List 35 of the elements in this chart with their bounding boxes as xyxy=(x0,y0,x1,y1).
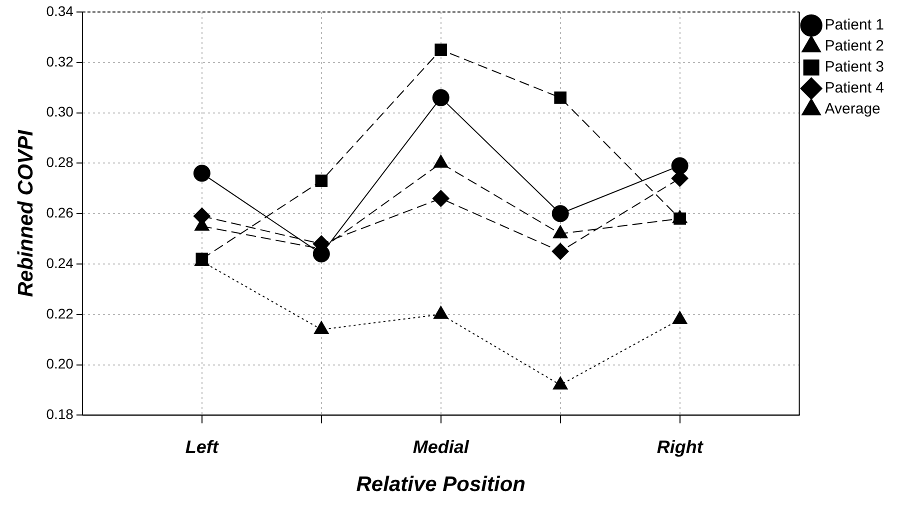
point xyxy=(434,44,448,56)
point xyxy=(554,92,566,104)
y-tick-label: 0.26 xyxy=(46,204,74,220)
y-tick-label: 0.32 xyxy=(46,53,74,70)
x-tick-label: Medial xyxy=(412,436,470,457)
y-tick-label: 0.24 xyxy=(46,254,74,271)
legend-label: Patient 4 xyxy=(824,80,884,97)
y-tick-label: 0.30 xyxy=(46,104,74,120)
point xyxy=(193,164,210,182)
y-axis-title: Rebinned COVPI xyxy=(14,129,38,298)
y-tick-label: 0.20 xyxy=(46,356,74,372)
point xyxy=(433,306,448,319)
legend-label: Patient 1 xyxy=(824,16,884,34)
point xyxy=(314,321,329,334)
x-axis-title: Relative Position xyxy=(356,473,526,496)
point xyxy=(312,245,330,262)
point xyxy=(672,310,688,324)
y-tick-label: 0.22 xyxy=(46,305,74,322)
x-tick-label: Left xyxy=(185,436,220,457)
legend-label: Patient 3 xyxy=(824,58,884,76)
point xyxy=(552,242,569,260)
point xyxy=(432,190,450,207)
y-tick-label: 0.34 xyxy=(46,2,74,19)
y-tick-label: 0.28 xyxy=(46,154,74,170)
legend-label: Patient 2 xyxy=(824,38,884,55)
point xyxy=(671,157,688,174)
point xyxy=(674,212,686,225)
point xyxy=(315,174,328,187)
y-tick-label: 0.18 xyxy=(46,406,74,422)
point xyxy=(552,376,568,390)
point xyxy=(552,225,568,238)
point xyxy=(552,205,569,222)
point xyxy=(432,89,450,106)
legend-label: Average xyxy=(824,100,880,118)
x-tick-label: Right xyxy=(656,436,704,457)
